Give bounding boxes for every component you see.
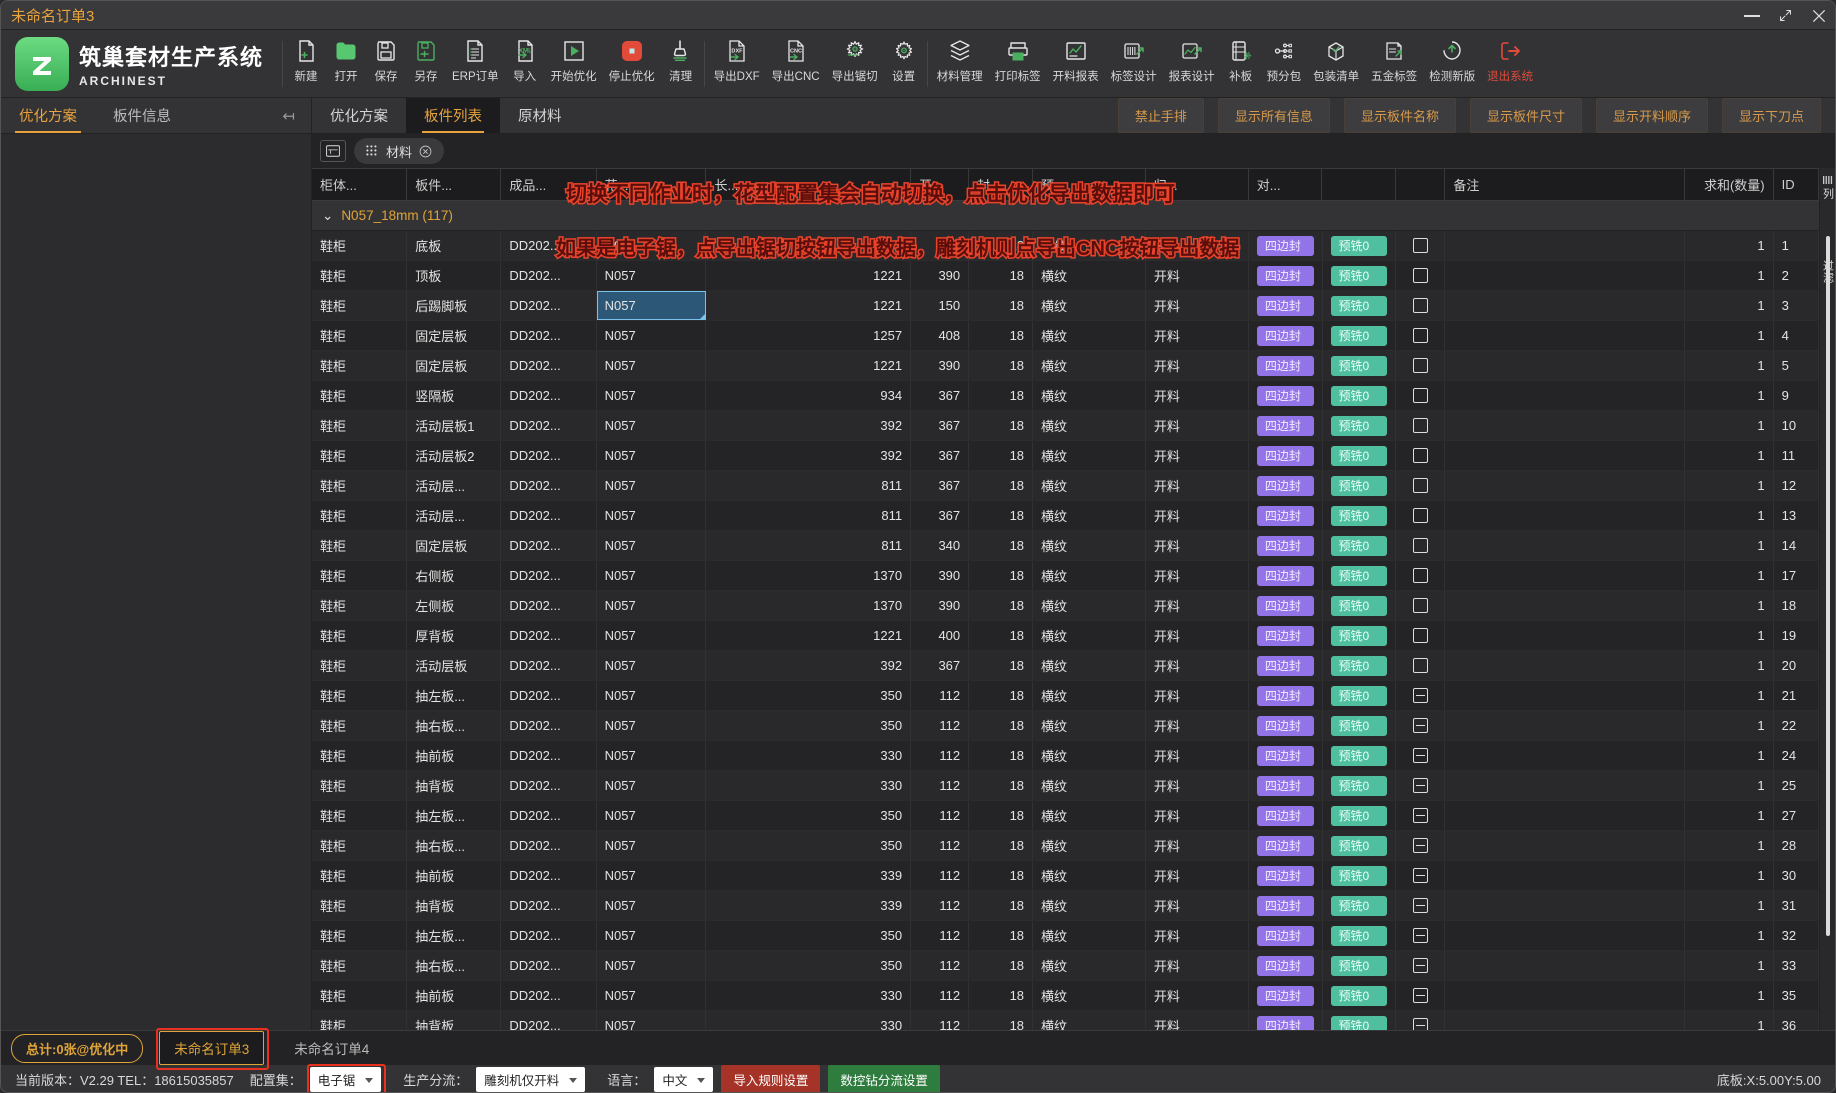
svg-text:DXF: DXF xyxy=(731,48,743,54)
svg-text:XML: XML xyxy=(518,47,531,54)
svg-text:补: 补 xyxy=(1243,51,1251,60)
svg-text:CNC: CNC xyxy=(790,48,802,54)
